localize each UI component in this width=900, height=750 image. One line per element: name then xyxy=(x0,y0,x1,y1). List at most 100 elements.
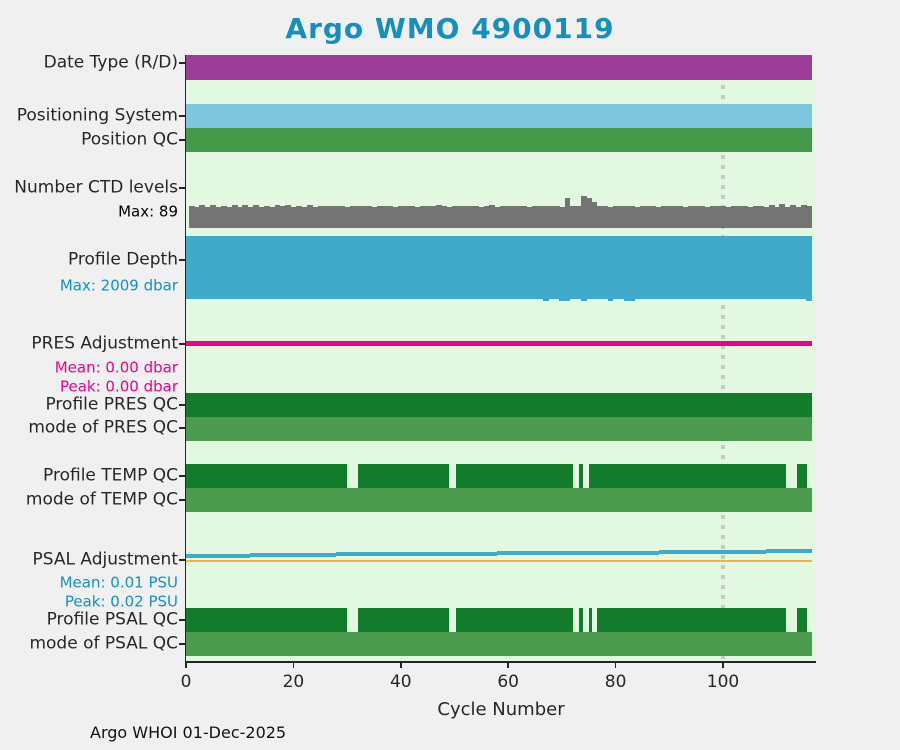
ctd-levels-bar xyxy=(306,205,313,228)
ctd-levels-bar xyxy=(484,206,490,228)
mode-temp-qc-bar xyxy=(186,488,813,512)
ctd-levels-bar xyxy=(698,205,705,228)
ctd-levels-bar xyxy=(424,206,431,228)
y-axis-label: Mean: 0.00 dbar xyxy=(54,358,178,377)
psal-qc-gap xyxy=(806,608,812,632)
psal-qc-gap xyxy=(786,608,797,632)
profile-depth-deep-bar xyxy=(629,236,635,302)
y-axis-label: Profile Depth xyxy=(67,249,178,270)
ctd-levels-bar xyxy=(194,207,200,228)
ctd-levels-bar xyxy=(408,205,415,228)
ctd-levels-bar xyxy=(500,206,506,228)
ctd-levels-bar xyxy=(430,206,437,228)
ctd-levels-bar xyxy=(279,206,286,228)
ctd-levels-bar xyxy=(339,206,345,228)
ctd-levels-bar xyxy=(559,206,566,228)
ctd-levels-bar xyxy=(569,206,576,228)
y-axis-tick xyxy=(179,499,185,501)
ctd-levels-bar xyxy=(382,206,388,228)
ctd-levels-bar xyxy=(682,206,689,228)
ctd-levels-bar xyxy=(215,207,222,228)
x-axis-tick-label: 80 xyxy=(604,672,627,692)
ctd-levels-bar xyxy=(290,207,297,228)
ctd-levels-bar xyxy=(435,205,442,228)
ctd-levels-bar xyxy=(623,205,630,228)
ctd-levels-bar xyxy=(365,206,372,228)
ctd-levels-bar xyxy=(285,204,292,228)
y-axis-label: Number CTD levels xyxy=(14,177,178,198)
ctd-levels-bar xyxy=(419,206,426,228)
temp-qc-gap xyxy=(347,464,358,488)
ctd-levels-bar xyxy=(204,207,211,228)
ctd-levels-bar xyxy=(360,206,367,228)
ctd-levels-bar xyxy=(322,206,329,228)
y-axis-label: Position QC xyxy=(81,129,178,150)
ctd-levels-bar xyxy=(451,206,458,228)
x-axis-tick xyxy=(400,662,402,668)
ctd-levels-bar xyxy=(258,206,265,228)
ctd-levels-bar xyxy=(317,206,324,228)
plot-area xyxy=(186,55,816,661)
ctd-levels-bar xyxy=(344,206,351,228)
ctd-levels-bar xyxy=(398,206,404,228)
profile-depth-deep-bar xyxy=(543,236,549,302)
psal-qc-gap xyxy=(572,608,579,632)
y-axis-label: mode of TEMP QC xyxy=(25,489,178,510)
psal-qc-gap xyxy=(591,608,598,632)
x-axis-tick xyxy=(722,662,724,668)
ctd-levels-bar xyxy=(199,205,206,228)
y-axis-label: Peak: 0.02 PSU xyxy=(64,592,178,611)
ctd-levels-bar xyxy=(532,206,539,228)
ctd-levels-bar xyxy=(709,206,716,228)
ctd-levels-bar xyxy=(618,206,625,228)
ctd-levels-bar xyxy=(795,206,802,228)
x-axis-tick-label: 60 xyxy=(497,672,519,692)
y-axis-tick xyxy=(179,343,185,345)
ctd-levels-bar xyxy=(591,202,598,228)
ctd-levels-bar xyxy=(768,204,775,228)
ctd-levels-bar xyxy=(274,205,281,228)
profile-temp-qc-bar xyxy=(186,464,813,488)
temp-qc-gap xyxy=(572,464,579,488)
chart-title: Argo WMO 4900119 xyxy=(285,12,615,45)
ctd-levels-bar xyxy=(355,206,361,228)
y-axis-label: Profile PRES QC xyxy=(45,394,178,415)
psal-adjustment-step xyxy=(658,550,723,555)
y-axis-label: mode of PRES QC xyxy=(28,417,178,438)
x-axis-tick-label: 40 xyxy=(389,672,412,692)
profile-depth-deep-bar xyxy=(559,236,566,302)
ctd-levels-bar xyxy=(494,206,501,228)
mode-psal-qc-bar xyxy=(186,632,813,656)
ctd-levels-bar xyxy=(403,206,410,228)
ctd-levels-bar xyxy=(446,206,453,228)
profile-psal-qc-bar xyxy=(186,608,813,632)
pres-adjustment-line xyxy=(186,340,813,346)
profile-pres-qc-bar xyxy=(186,393,813,417)
ctd-levels-bar xyxy=(553,206,560,228)
ctd-levels-bar xyxy=(516,206,523,228)
ctd-levels-bar xyxy=(757,205,764,228)
ctd-levels-bar xyxy=(237,207,243,228)
ctd-levels-bar xyxy=(575,206,582,228)
cycle-100-marker-line xyxy=(721,55,725,661)
position-qc-bar xyxy=(186,128,813,152)
ctd-levels-bar xyxy=(774,206,780,228)
ctd-levels-bar xyxy=(231,204,238,228)
ctd-levels-bar xyxy=(441,206,447,228)
ctd-levels-bar xyxy=(328,206,335,228)
ctd-levels-bar xyxy=(371,206,378,228)
ctd-levels-bar xyxy=(548,206,555,228)
y-axis-tick xyxy=(179,404,185,406)
ctd-levels-bar xyxy=(763,206,770,228)
ctd-levels-bar xyxy=(301,207,308,228)
ctd-levels-bar xyxy=(666,206,673,228)
psal-adjustment-step xyxy=(250,553,337,557)
y-axis-tick xyxy=(179,259,185,261)
ctd-levels-bar xyxy=(629,206,635,228)
x-axis-title: Cycle Number xyxy=(437,699,565,720)
psal-adjustment-step xyxy=(186,553,251,558)
temp-qc-gap xyxy=(786,464,797,488)
psal-qc-gap xyxy=(583,608,589,632)
ctd-levels-bar xyxy=(790,204,796,228)
ctd-levels-bar xyxy=(247,207,254,228)
